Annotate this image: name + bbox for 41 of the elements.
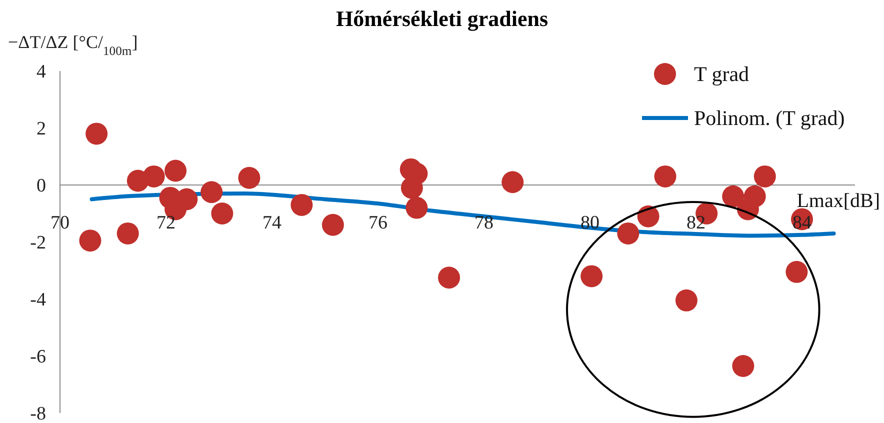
- point: [654, 165, 676, 188]
- point: [406, 196, 428, 219]
- y-tick-label: -8: [30, 404, 46, 423]
- point: [722, 185, 744, 208]
- y-tick-label: 4: [36, 62, 46, 83]
- y-tick-label: 0: [36, 176, 46, 197]
- y-tick-label: 2: [36, 118, 46, 140]
- point: [502, 171, 524, 194]
- point: [754, 165, 776, 188]
- point: [238, 166, 260, 189]
- x-tick-label: 74: [262, 212, 282, 234]
- point: [617, 222, 640, 244]
- point: [322, 214, 344, 236]
- point: [675, 289, 698, 312]
- point: [732, 355, 754, 377]
- x-axis-title: Lmax[dB]: [796, 190, 880, 212]
- point: [637, 205, 660, 228]
- y-tick-label: -4: [30, 290, 46, 311]
- legend-label: T grad: [694, 62, 750, 86]
- point: [786, 260, 808, 283]
- x-tick-label: 78: [474, 212, 494, 234]
- y-axis-title: −ΔT/ΔZ [°C/$_{100m}$]: [8, 32, 138, 58]
- x-tick-label: 76: [368, 212, 388, 234]
- legend-label: Polinom. (T grad): [694, 106, 845, 130]
- point: [164, 160, 187, 182]
- point: [580, 265, 603, 288]
- point: [211, 202, 234, 224]
- point: [200, 181, 223, 204]
- x-tick-label: 82: [686, 212, 706, 234]
- y-tick-label: -2: [30, 232, 46, 254]
- chart-title: Hőmérsékleti gradiens: [334, 6, 550, 32]
- point: [86, 122, 108, 145]
- point: [438, 266, 460, 289]
- point: [142, 165, 165, 188]
- x-tick-label: 70: [50, 212, 70, 234]
- y-tick-label: -6: [30, 346, 46, 368]
- point: [79, 230, 102, 252]
- x-tick-label: 72: [156, 212, 176, 234]
- point: [290, 194, 313, 216]
- point: [116, 222, 139, 244]
- x-tick-label: 84: [792, 212, 812, 234]
